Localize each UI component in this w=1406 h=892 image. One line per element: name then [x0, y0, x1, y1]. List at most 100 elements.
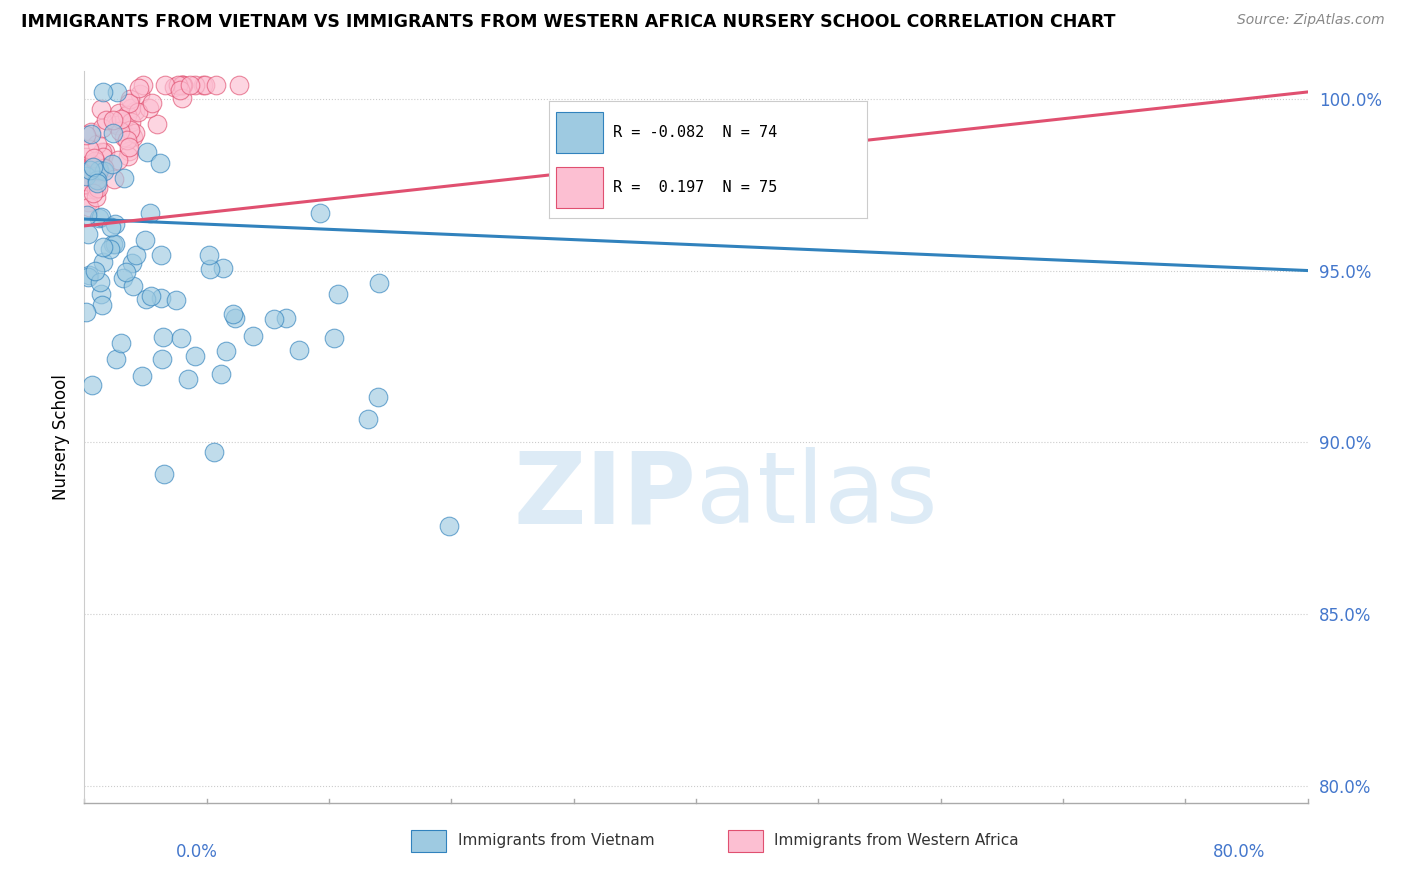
- Point: [138, 102, 160, 116]
- Point: [179, 78, 201, 92]
- Point: [77, 142, 100, 156]
- Point: [309, 206, 332, 220]
- Point: [84, 164, 107, 178]
- Point: [79, 179, 101, 194]
- Point: [104, 116, 127, 130]
- Point: [115, 133, 138, 147]
- Point: [120, 101, 142, 115]
- Point: [103, 126, 125, 140]
- Point: [80, 157, 103, 171]
- Point: [134, 233, 156, 247]
- Point: [107, 85, 129, 99]
- Point: [110, 123, 132, 137]
- Point: [242, 328, 264, 343]
- Point: [75, 168, 97, 182]
- Point: [139, 289, 162, 303]
- Point: [75, 169, 97, 183]
- Point: [87, 162, 110, 177]
- Point: [172, 91, 194, 105]
- Point: [90, 102, 112, 116]
- Point: [84, 169, 107, 183]
- Point: [127, 104, 149, 119]
- Point: [323, 331, 346, 345]
- Point: [212, 260, 235, 275]
- Point: [149, 248, 172, 262]
- Point: [150, 351, 173, 366]
- Point: [124, 104, 146, 119]
- Point: [80, 125, 103, 139]
- Point: [87, 181, 110, 195]
- Point: [118, 96, 141, 111]
- Text: ZIP: ZIP: [513, 447, 696, 544]
- Point: [100, 219, 122, 234]
- Point: [152, 330, 174, 344]
- Text: Immigrants from Western Africa: Immigrants from Western Africa: [773, 833, 1018, 847]
- Point: [197, 248, 219, 262]
- Point: [118, 144, 141, 158]
- Point: [77, 157, 100, 171]
- Point: [120, 115, 142, 129]
- Point: [263, 311, 285, 326]
- Text: atlas: atlas: [696, 447, 938, 544]
- Point: [82, 378, 104, 392]
- Point: [121, 256, 143, 270]
- Point: [76, 208, 98, 222]
- Point: [276, 311, 298, 326]
- Point: [110, 112, 132, 127]
- Text: Immigrants from Vietnam: Immigrants from Vietnam: [458, 833, 654, 847]
- Point: [91, 240, 114, 254]
- Point: [172, 78, 194, 92]
- Point: [131, 368, 153, 383]
- Point: [104, 217, 127, 231]
- Point: [86, 164, 108, 178]
- Point: [117, 108, 139, 122]
- Point: [93, 163, 115, 178]
- Point: [75, 128, 97, 142]
- Point: [135, 292, 157, 306]
- Point: [86, 173, 108, 187]
- Point: [104, 237, 127, 252]
- Point: [166, 78, 188, 92]
- Point: [79, 268, 101, 282]
- Point: [84, 264, 107, 278]
- Point: [170, 78, 193, 92]
- Point: [111, 115, 134, 129]
- Point: [112, 129, 135, 144]
- Point: [120, 123, 142, 137]
- Point: [326, 286, 349, 301]
- Text: IMMIGRANTS FROM VIETNAM VS IMMIGRANTS FROM WESTERN AFRICA NURSERY SCHOOL CORRELA: IMMIGRANTS FROM VIETNAM VS IMMIGRANTS FR…: [21, 13, 1115, 31]
- Text: 80.0%: 80.0%: [1213, 843, 1265, 861]
- Point: [169, 82, 191, 96]
- Point: [224, 310, 246, 325]
- Point: [128, 87, 150, 101]
- Point: [150, 291, 173, 305]
- Point: [357, 412, 380, 426]
- Point: [122, 278, 145, 293]
- Point: [91, 120, 114, 135]
- Point: [139, 205, 162, 219]
- Point: [86, 137, 108, 152]
- Point: [98, 242, 121, 256]
- Point: [437, 519, 460, 533]
- Point: [103, 237, 125, 252]
- Point: [94, 112, 117, 127]
- Point: [146, 117, 169, 131]
- Point: [198, 262, 221, 277]
- Point: [114, 265, 136, 279]
- Point: [103, 113, 125, 128]
- Point: [124, 248, 146, 262]
- Point: [153, 467, 176, 482]
- Point: [155, 78, 177, 92]
- Point: [205, 78, 228, 92]
- Point: [209, 367, 232, 381]
- Point: [202, 444, 225, 458]
- Point: [118, 139, 141, 153]
- Point: [90, 286, 112, 301]
- Point: [86, 176, 108, 190]
- Point: [86, 190, 108, 204]
- Point: [170, 78, 193, 92]
- Point: [75, 177, 97, 191]
- Point: [165, 293, 187, 307]
- Point: [91, 85, 114, 99]
- Point: [215, 343, 238, 358]
